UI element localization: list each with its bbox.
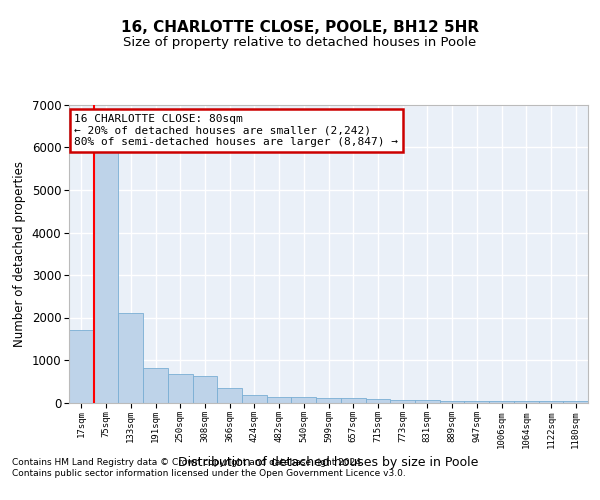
Bar xyxy=(217,388,242,402)
Bar xyxy=(341,398,365,402)
Bar xyxy=(118,313,143,402)
Text: Size of property relative to detached houses in Poole: Size of property relative to detached ho… xyxy=(124,36,476,49)
Bar xyxy=(69,330,94,402)
Bar xyxy=(365,399,390,402)
Bar xyxy=(168,374,193,402)
Bar xyxy=(440,401,464,402)
Bar xyxy=(415,400,440,402)
Bar xyxy=(267,396,292,402)
Bar xyxy=(94,146,118,402)
Text: Contains HM Land Registry data © Crown copyright and database right 2024.: Contains HM Land Registry data © Crown c… xyxy=(12,458,364,467)
Text: Contains public sector information licensed under the Open Government Licence v3: Contains public sector information licen… xyxy=(12,470,406,478)
Bar xyxy=(292,397,316,402)
Y-axis label: Number of detached properties: Number of detached properties xyxy=(13,161,26,347)
Bar xyxy=(193,376,217,402)
Bar xyxy=(242,396,267,402)
Text: 16 CHARLOTTE CLOSE: 80sqm
← 20% of detached houses are smaller (2,242)
80% of se: 16 CHARLOTTE CLOSE: 80sqm ← 20% of detac… xyxy=(74,114,398,147)
X-axis label: Distribution of detached houses by size in Poole: Distribution of detached houses by size … xyxy=(178,456,479,469)
Bar xyxy=(390,400,415,402)
Text: 16, CHARLOTTE CLOSE, POOLE, BH12 5HR: 16, CHARLOTTE CLOSE, POOLE, BH12 5HR xyxy=(121,20,479,35)
Bar xyxy=(143,368,168,402)
Bar xyxy=(316,398,341,402)
